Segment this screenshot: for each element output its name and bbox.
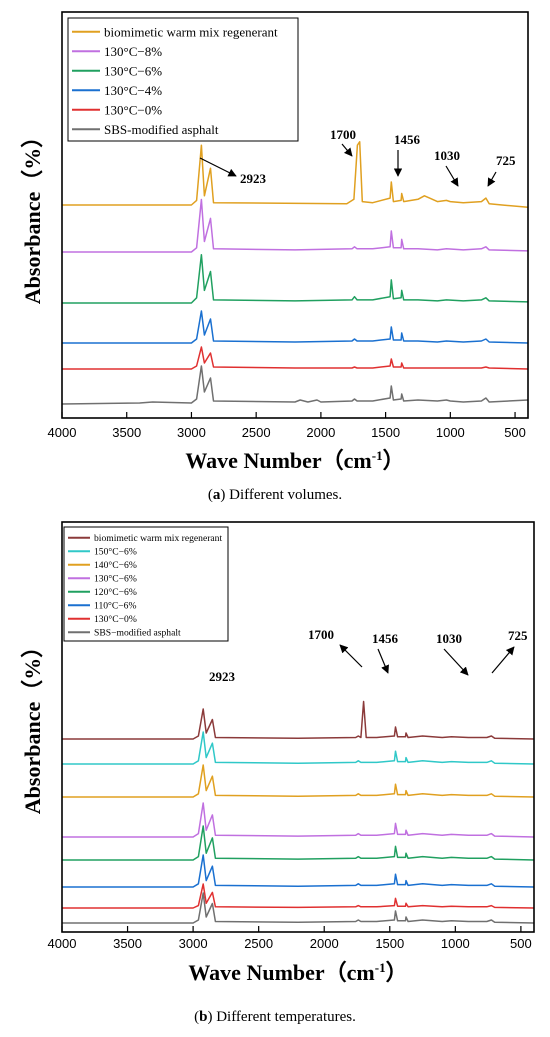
plot-frame [61,521,535,933]
x-tick-label: 1500 [371,425,400,440]
x-tick-label: 2000 [306,425,335,440]
peak-label-1456: 1456 [372,631,399,646]
caption-text: Different temperatures. [212,1009,356,1025]
x-tick-label: 500 [504,425,526,440]
x-axis-title-main: Wave Number（cm [185,448,371,473]
series-line-5 [62,825,535,861]
caption-different-temperatures: (b) Different temperatures. [194,1009,356,1025]
caption-different-volumes: (a) Different volumes. [207,487,343,503]
legend-label: 120°C−6% [94,587,137,598]
legend-label: SBS-modified asphalt [104,122,219,137]
peak-label-1456: 1456 [394,132,421,147]
peak-label-725: 725 [496,153,516,168]
series-line-3 [62,764,535,798]
x-tick-label: 4000 [48,425,77,440]
x-axis-title-close: ） [386,960,408,985]
peak-arrow-1030 [445,165,459,187]
legend-label: 130°C−4% [104,83,162,98]
x-axis-title-main: Wave Number（cm [188,960,374,985]
series-line-1 [62,700,535,740]
x-axis-title: Wave Number（cm-1） [188,960,407,985]
peak-label-1030: 1030 [434,148,460,163]
series-line-7 [62,883,535,909]
peak-arrow-2923 [199,157,237,177]
y-axis-title: Absorbance（%） [20,126,45,304]
x-axis-title: Wave Number（cm-1） [185,448,404,473]
series-line-2 [62,198,529,253]
x-tick-label: 2000 [310,936,339,951]
peak-label-725: 725 [508,628,528,643]
x-tick-label: 3500 [112,425,141,440]
caption-text: Different volumes. [225,487,343,503]
legend-label: 110°C−6% [94,601,136,612]
x-tick-label: 4000 [48,936,77,951]
peak-label-1030: 1030 [436,631,462,646]
series-line-1 [62,141,529,209]
series-line-4 [62,802,535,838]
series-line-4 [62,310,529,344]
legend-label: 130°C−8% [104,44,162,59]
legend-label: SBS−modified asphalt [94,628,181,639]
peak-arrow-1030 [443,648,469,676]
caption-letter: a [212,487,221,503]
series-line-5 [62,346,529,370]
x-tick-label: 2500 [244,936,273,951]
x-tick-label: 3500 [113,936,142,951]
legend-box [63,526,229,642]
legend-label: 130°C−6% [104,63,162,78]
peak-label-1700: 1700 [308,627,334,642]
peak-arrow-1456 [377,648,389,674]
x-tick-label: 3000 [179,936,208,951]
peak-label-1700: 1700 [330,127,356,142]
x-axis-title-sup: -1 [375,960,386,975]
plot-frame [61,11,529,419]
x-tick-label: 3000 [177,425,206,440]
x-tick-label: 1500 [375,936,404,951]
series-line-6 [62,854,535,888]
x-tick-label: 1000 [436,425,465,440]
peak-arrow-1700 [339,644,363,668]
peak-label-2923: 2923 [240,171,267,186]
chart-different-volumes: 4000 3500 3000 2500 2000 1500 1000 500 Wave Numb… [20,11,529,473]
legend-label: 140°C−6% [94,560,137,571]
series-line-6 [61,365,529,405]
x-axis-title-sup: -1 [372,448,383,463]
x-tick-label: 500 [510,936,532,951]
y-axis-title: Absorbance（%） [20,636,45,814]
legend-label: biomimetic warm mix regenerant [94,533,222,544]
x-axis-title-close: ） [383,448,405,473]
legend-label: 130°C−0% [94,614,137,625]
series-line-2 [62,731,535,765]
chart-different-temperatures: 4000 3500 3000 2500 2000 1500 1000 500 Wave Numb… [20,521,535,985]
peak-arrow-725 [487,171,497,187]
legend-label: 150°C−6% [94,547,137,558]
legend-label: 130°C−6% [94,574,137,585]
legend-box [67,17,299,142]
x-tick-label: 2500 [242,425,271,440]
peak-arrow-1700 [341,143,353,157]
x-tick-label: 1000 [441,936,470,951]
peak-label-2923: 2923 [209,669,236,684]
caption-letter: b [199,1009,208,1025]
series-line-3 [62,253,529,304]
legend-label: 130°C−0% [104,102,162,117]
series-line-8 [62,892,535,924]
legend-label: biomimetic warm mix regenerant [104,24,278,39]
peak-arrow-725 [491,646,515,674]
